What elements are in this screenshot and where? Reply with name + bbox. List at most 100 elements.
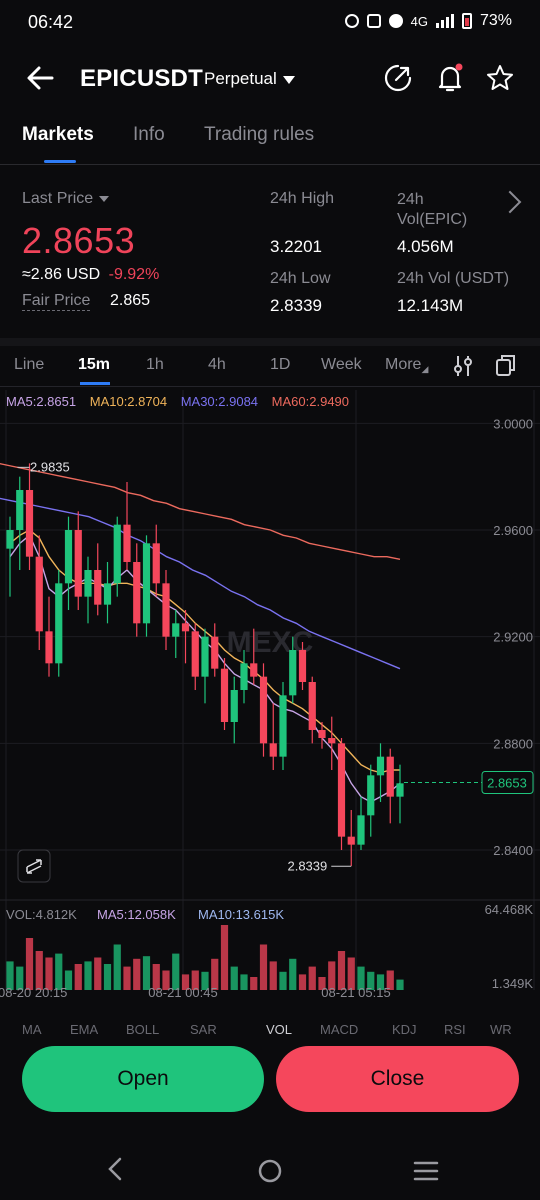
y-tick-label: 2.9200 — [493, 630, 533, 645]
low-price-marker: 2.8339 — [287, 858, 327, 873]
candle-body — [367, 775, 375, 816]
candle-body — [45, 631, 53, 664]
volume-bar — [45, 957, 53, 990]
fair-price-label[interactable]: Fair Price — [22, 292, 91, 311]
candlestick-chart[interactable]: 3.0000 2.9600 2.9200 2.8800 2.8400 MEXC 2.9835… — [0, 390, 540, 1000]
timeframe-line[interactable]: Line — [14, 356, 45, 373]
status-time: 06:42 — [28, 12, 74, 32]
volume-bar — [386, 970, 394, 990]
candle-body — [386, 756, 394, 797]
fair-price-value: 2.865 — [110, 292, 151, 309]
bell-icon[interactable] — [434, 62, 466, 94]
timeframe-1d[interactable]: 1D — [270, 356, 291, 373]
candle-body — [308, 682, 316, 730]
last-price-label: Last Price — [22, 190, 94, 207]
expand-icon — [26, 859, 42, 874]
status-icons: 4G 73% — [344, 12, 512, 30]
indicator-tab-rsi[interactable]: RSI — [444, 1022, 466, 1036]
nav-menu-icon[interactable] — [412, 1159, 440, 1183]
tab-trading-rules[interactable]: Trading rules — [204, 124, 315, 145]
indicator-tab-wr[interactable]: WR — [490, 1022, 512, 1036]
candle-body — [240, 663, 248, 690]
timeframe-1h[interactable]: 1h — [146, 356, 164, 373]
nav-back-icon[interactable] — [104, 1156, 126, 1182]
volume-bar — [367, 971, 375, 990]
volume-bar — [289, 958, 297, 990]
network-label: 4G — [410, 13, 428, 29]
dnd-icon — [388, 14, 403, 28]
nav-home-icon[interactable] — [256, 1157, 284, 1185]
close-button[interactable]: Close — [276, 1046, 519, 1112]
candle-body — [142, 543, 151, 624]
high-label: 24h High — [270, 190, 335, 207]
battery-percent: 73% — [479, 12, 512, 29]
volume-bar — [94, 957, 102, 990]
indicator-tab-vol[interactable]: VOL — [266, 1022, 293, 1036]
volume-bar — [6, 961, 14, 990]
vol-usdt-label: 24h Vol (USDT) — [397, 270, 510, 287]
copy-icon[interactable] — [494, 352, 518, 378]
y-tick-label: 2.8400 — [493, 843, 533, 858]
system-nav-bar — [0, 1140, 540, 1200]
x-axis-label: 08-21 05:15 — [321, 985, 390, 1000]
candle-body — [84, 570, 92, 597]
section-divider — [0, 338, 540, 346]
contract-type-selector[interactable]: Perpetual — [204, 69, 295, 89]
candle-body — [74, 530, 82, 597]
candle-body — [211, 636, 219, 669]
ma10-label: MA10:2.8704 — [89, 394, 168, 409]
volume-bar — [55, 953, 63, 990]
star-icon[interactable] — [484, 62, 516, 94]
signal-icon — [435, 14, 454, 28]
candle-body — [328, 738, 336, 744]
price-stats: Last Price 2.8653 ≈2.86 USD -9.92% Fair … — [0, 180, 540, 320]
candle-body — [162, 583, 170, 637]
volume-bar — [133, 958, 141, 990]
low-label: 24h Low — [270, 270, 331, 287]
volume-bar — [103, 964, 112, 990]
back-arrow-icon[interactable] — [22, 60, 58, 96]
timeframe-more[interactable]: More◢ — [385, 356, 428, 375]
indicator-tab-kdj[interactable]: KDJ — [392, 1022, 417, 1036]
volume-bar — [74, 964, 82, 990]
indicator-tab-ema[interactable]: EMA — [70, 1022, 99, 1036]
caret-down-icon — [99, 195, 110, 202]
indicator-tab-macd[interactable]: MACD — [320, 1022, 359, 1036]
y-tick-label: 3.0000 — [493, 416, 533, 431]
candle-body — [298, 650, 307, 682]
volume-bar — [172, 953, 180, 990]
active-timeframe-indicator — [80, 382, 110, 385]
tab-info[interactable]: Info — [133, 124, 165, 145]
vol-epic-value: 4.056M — [397, 237, 454, 256]
candle-body — [181, 623, 190, 632]
volume-max-label: 64.468K — [485, 902, 534, 917]
indicator-tab-sar[interactable]: SAR — [190, 1022, 217, 1036]
share-icon[interactable] — [382, 62, 414, 94]
indicator-tab-boll[interactable]: BOLL — [126, 1022, 160, 1036]
indicator-settings-icon[interactable] — [452, 354, 474, 378]
candle-body — [347, 836, 355, 845]
symbol-title[interactable]: EPICUSDT — [80, 65, 203, 92]
timeframe-4h[interactable]: 4h — [208, 356, 226, 373]
candle-body — [35, 556, 43, 632]
volume-bar — [162, 970, 170, 990]
timeframe-15m[interactable]: 15m — [78, 356, 111, 373]
x-axis-label: 08-20 20:15 — [0, 985, 67, 1000]
last-price-value: 2.8653 — [22, 220, 136, 261]
timeframe-week[interactable]: Week — [321, 356, 362, 373]
y-tick-label: 2.8800 — [493, 736, 533, 751]
high-price-marker: 2.9835 — [30, 459, 70, 474]
last-price-selector[interactable]: Last Price — [22, 190, 110, 208]
indicator-tab-ma[interactable]: MA — [22, 1022, 42, 1036]
open-button[interactable]: Open — [22, 1046, 264, 1112]
fullscreen-button[interactable] — [17, 849, 51, 883]
candle-body — [6, 530, 14, 549]
volume-bar — [35, 951, 43, 990]
chevron-right-icon[interactable] — [498, 190, 522, 214]
ma-legend: MA5:2.8651 MA10:2.8704 MA30:2.9084 MA60:… — [6, 394, 359, 409]
tab-markets[interactable]: Markets — [22, 124, 94, 145]
candle-body — [94, 570, 102, 605]
candle-body — [269, 743, 277, 757]
candle-body — [201, 636, 209, 677]
watermark-logo: MEXC — [227, 626, 314, 659]
